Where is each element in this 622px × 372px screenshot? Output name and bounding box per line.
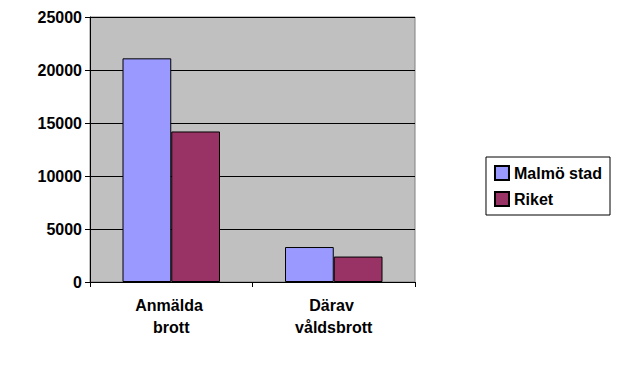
svg-text:Därav: Därav <box>309 297 358 314</box>
svg-text:Malmö stad: Malmö stad <box>514 165 602 182</box>
svg-text:våldsbrott: våldsbrott <box>295 319 373 336</box>
svg-text:15000: 15000 <box>38 115 83 132</box>
svg-text:5000: 5000 <box>46 221 82 238</box>
svg-text:20000: 20000 <box>38 62 83 79</box>
svg-text:brott: brott <box>153 319 190 336</box>
svg-text:Anmälda: Anmälda <box>135 297 207 314</box>
svg-text:0: 0 <box>73 274 82 291</box>
svg-text:10000: 10000 <box>38 168 83 185</box>
svg-text:25000: 25000 <box>38 9 83 26</box>
svg-text:Riket: Riket <box>514 191 554 208</box>
